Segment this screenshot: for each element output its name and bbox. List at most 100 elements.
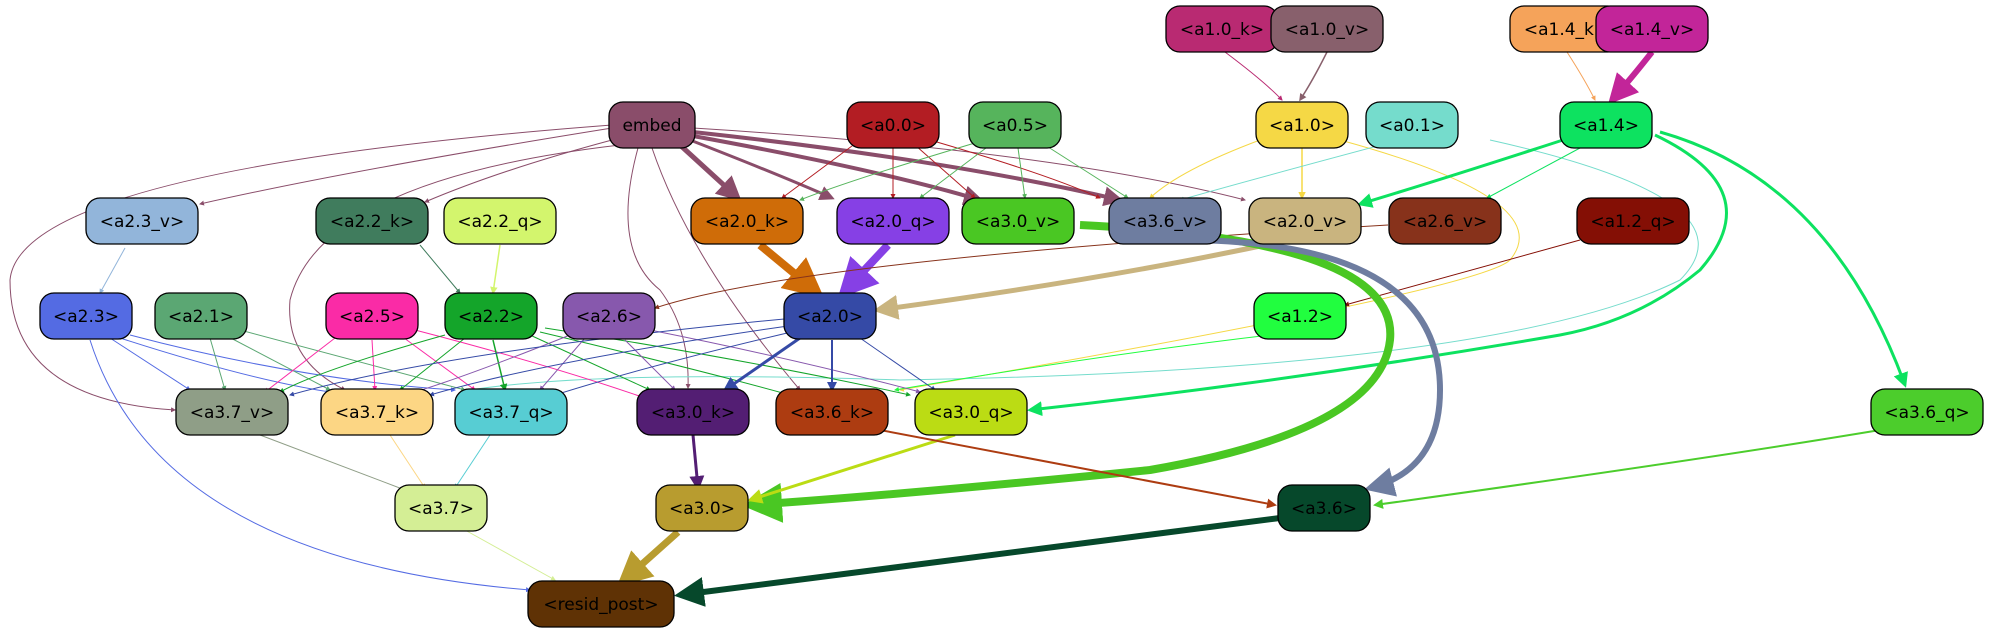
edge-a2_5-a3_7_k xyxy=(371,339,378,391)
edge-embed-a3_7_v xyxy=(9,124,613,413)
edge-a2_2-a3_0_k xyxy=(529,334,651,391)
node-label: <a3.7_v> xyxy=(190,403,275,423)
edge-a1_4_k-a1_4 xyxy=(1566,51,1596,101)
node-label: <a3.6_v> xyxy=(1123,212,1208,232)
node-a2-3: <a2.3> xyxy=(39,292,133,340)
node-box xyxy=(443,197,557,245)
node-label: <a3.0_v> xyxy=(976,212,1061,232)
node-a3-6-q: <a3.6_q> xyxy=(1870,388,1984,436)
edge-a3_6_v-a3_6 xyxy=(1179,237,1444,497)
node-box xyxy=(783,292,877,340)
edge-a2_0-a3_0_q xyxy=(859,337,936,391)
node-a2-0-q: <a2.0_q> xyxy=(836,197,950,245)
edge-a2_0_k-a2_0 xyxy=(757,241,825,299)
node-box xyxy=(1870,388,1984,436)
node-box xyxy=(1595,5,1709,53)
edge-a3_0-resid_post xyxy=(616,529,681,587)
node-box xyxy=(608,101,696,149)
edge-a2_1-a3_7_q xyxy=(239,329,466,392)
edge-a3_0_q-a3_0 xyxy=(747,433,956,504)
node-a3-7-q: <a3.7_q> xyxy=(454,388,568,436)
node-a2-0: <a2.0> xyxy=(783,292,877,340)
edge-a1_4_v-a1_4 xyxy=(1607,50,1655,105)
node-box xyxy=(1277,484,1371,532)
edge-embed-a3_6_v xyxy=(692,130,1124,207)
edge-a1_4-a3_0_q xyxy=(1027,133,1728,417)
edge-a0_5-a2_0_q xyxy=(919,144,991,199)
node-a3-0-k: <a3.0_k> xyxy=(636,388,750,436)
edge-a3_0_k-a3_0 xyxy=(689,434,705,491)
node-label: <a2.0_k> xyxy=(705,212,789,232)
node-label: <resid_post> xyxy=(543,595,658,615)
node-label: <a3.7> xyxy=(408,499,474,519)
node-label: <a1.4_k> xyxy=(1524,20,1608,40)
edge-a1_0_v-a1_0 xyxy=(1299,51,1328,102)
node-label: <a0.5> xyxy=(982,116,1048,136)
edge-a3_6-resid_post xyxy=(674,515,1281,607)
edge-embed-a2_3_v xyxy=(199,127,613,206)
node-a2-2-q: <a2.2_q> xyxy=(443,197,557,245)
node-a3-7-k: <a3.7_k> xyxy=(320,388,434,436)
edge-a0_0-a3_0_v xyxy=(914,144,976,199)
node-box xyxy=(39,292,133,340)
edge-a2_3-resid_post xyxy=(89,339,531,593)
edge-a0_5-a2_0_k xyxy=(799,139,986,201)
node-box xyxy=(1576,197,1690,245)
edge-a1_2-a3_6_k xyxy=(894,334,1271,392)
node-a1-2-q: <a1.2_q> xyxy=(1576,197,1690,245)
node-a2-2-k: <a2.2_k> xyxy=(315,197,429,245)
node-a2-0-k: <a2.0_k> xyxy=(690,197,804,245)
node-box xyxy=(444,292,538,340)
node-a3-0-v: <a3.0_v> xyxy=(961,197,1075,245)
edge-a2_2-a3_7_q xyxy=(492,339,508,392)
edge-embed-a3_7_k xyxy=(289,144,621,391)
node-label: <a2.0> xyxy=(797,307,863,327)
edge-embed-a2_2_k xyxy=(424,139,613,203)
node-box xyxy=(1248,197,1362,245)
edge-a1_2_q-a1_2 xyxy=(1344,239,1581,307)
node-label: <a2.2> xyxy=(458,307,524,327)
node-box xyxy=(775,388,889,436)
edge-a2_3-a3_7_k xyxy=(119,337,331,394)
edge-a2_0-a3_7_q xyxy=(554,329,801,397)
node-label: <a2.1> xyxy=(168,307,234,327)
node-a3-6-v: <a3.6_v> xyxy=(1108,197,1222,245)
node-a1-0-k: <a1.0_k> xyxy=(1165,5,1279,53)
node-label: <a2.3> xyxy=(53,307,119,327)
edges xyxy=(9,50,1908,607)
node-box xyxy=(961,197,1075,245)
node-label: <a2.2_q> xyxy=(457,212,542,232)
edge-a2_2_k-a2_2 xyxy=(419,244,461,294)
node-a2-2: <a2.2> xyxy=(444,292,538,340)
node-label: <a3.6_k> xyxy=(790,403,874,423)
edge-a2_6-a3_0_q xyxy=(649,329,921,394)
node-label: <a2.0_v> xyxy=(1263,212,1348,232)
node-label: <a2.2_k> xyxy=(330,212,414,232)
edge-a1_0-a3_0_q xyxy=(899,139,1520,392)
node-label: embed xyxy=(622,116,681,136)
edge-a3_7_k-a3_7 xyxy=(389,434,426,489)
node-label: <a3.0_q> xyxy=(928,403,1013,423)
node-a3-7: <a3.7> xyxy=(394,484,488,532)
node-box xyxy=(1253,292,1347,340)
node-box xyxy=(690,197,804,245)
node-box xyxy=(315,197,429,245)
node-box xyxy=(325,292,419,340)
node-a1-4-k: <a1.4_k> xyxy=(1509,5,1623,53)
node-box xyxy=(394,484,488,532)
node-a1-4-v: <a1.4_v> xyxy=(1595,5,1709,53)
node-box xyxy=(454,388,568,436)
node-label: <a3.6_q> xyxy=(1884,403,1969,423)
node-box xyxy=(320,388,434,436)
edge-a2_3_v-a2_3 xyxy=(99,247,126,294)
edge-a2_6-a3_0_k xyxy=(624,339,676,391)
node-box xyxy=(836,197,950,245)
edge-embed-a2_0_v xyxy=(692,127,1246,202)
node-box xyxy=(655,484,749,532)
node-label: <a2.3_v> xyxy=(100,212,185,232)
node-a2-1: <a2.1> xyxy=(154,292,248,340)
node-label: <a3.0_k> xyxy=(651,403,735,423)
node-a0-0: <a0.0> xyxy=(846,101,940,149)
edge-a2_1-a3_7_v xyxy=(209,337,227,391)
